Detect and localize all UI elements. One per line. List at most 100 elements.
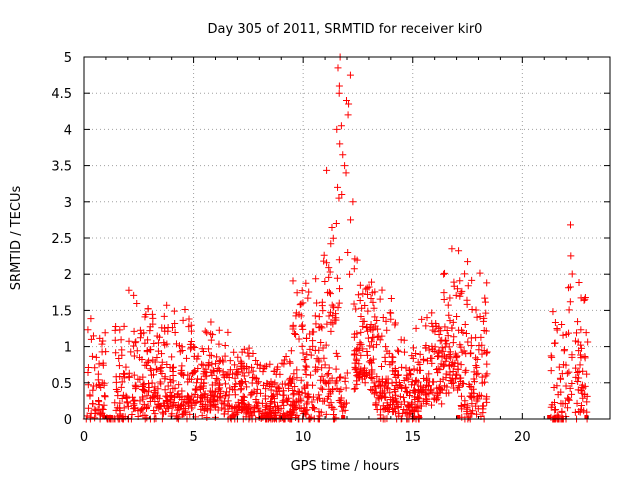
data-point	[465, 380, 473, 388]
data-point	[315, 313, 323, 321]
data-point	[464, 258, 472, 266]
data-point	[548, 401, 556, 409]
data-point	[284, 414, 292, 422]
data-point	[558, 320, 566, 328]
data-point	[464, 282, 472, 290]
data-point	[369, 298, 377, 306]
data-point	[391, 321, 399, 329]
data-point	[116, 326, 124, 334]
data-point	[237, 396, 245, 404]
data-point	[403, 371, 411, 379]
data-point	[120, 322, 128, 330]
data-point	[243, 383, 251, 391]
data-point	[320, 257, 328, 265]
data-point	[232, 380, 240, 388]
data-point	[213, 397, 221, 405]
data-point	[378, 378, 386, 386]
data-point	[133, 299, 141, 307]
data-point	[335, 256, 343, 264]
data-point	[373, 341, 381, 349]
data-point	[334, 304, 342, 312]
data-point	[562, 382, 570, 390]
data-point	[190, 352, 198, 360]
data-point	[95, 398, 103, 406]
data-point	[256, 407, 264, 415]
data-point	[469, 385, 477, 393]
data-point	[281, 380, 289, 388]
data-point	[83, 412, 91, 420]
data-point	[191, 399, 199, 407]
data-point	[101, 393, 109, 401]
data-point	[266, 405, 274, 413]
data-point	[357, 328, 365, 336]
data-point	[161, 324, 169, 332]
zero-marker	[342, 415, 346, 419]
data-point	[436, 385, 444, 393]
data-point	[160, 312, 168, 320]
data-point	[327, 399, 335, 407]
data-point	[150, 339, 158, 347]
data-point	[364, 334, 372, 342]
data-point	[328, 403, 336, 411]
data-point	[455, 247, 463, 255]
data-point	[207, 396, 215, 404]
data-point	[289, 277, 297, 285]
data-point	[125, 337, 133, 345]
data-point	[290, 389, 298, 397]
data-point	[96, 409, 104, 417]
data-point	[568, 351, 576, 359]
zero-marker	[102, 415, 106, 419]
data-point	[259, 381, 267, 389]
data-point	[170, 307, 178, 315]
data-point	[364, 307, 372, 315]
data-point	[212, 375, 220, 383]
data-point	[130, 400, 138, 408]
data-point	[302, 362, 310, 370]
data-point	[275, 384, 283, 392]
data-point	[357, 351, 365, 359]
data-point	[371, 382, 379, 390]
data-point	[170, 399, 178, 407]
data-point	[437, 327, 445, 335]
data-point	[449, 379, 457, 387]
data-point	[271, 398, 279, 406]
data-point	[412, 324, 420, 332]
data-point	[306, 330, 314, 338]
data-point	[321, 361, 329, 369]
data-point	[370, 304, 378, 312]
data-point	[582, 329, 590, 337]
data-point	[555, 363, 563, 371]
data-point	[190, 368, 198, 376]
data-point	[439, 347, 447, 355]
data-point	[162, 392, 170, 400]
data-point	[221, 342, 229, 350]
data-point	[353, 256, 361, 264]
data-point	[347, 216, 355, 224]
data-point	[252, 357, 260, 365]
data-point	[320, 354, 328, 362]
data-point	[161, 373, 169, 381]
data-point	[148, 371, 156, 379]
data-point	[140, 400, 148, 408]
data-point	[175, 342, 183, 350]
data-point	[163, 361, 171, 369]
data-point	[456, 292, 464, 300]
data-point	[232, 369, 240, 377]
data-point	[92, 407, 100, 415]
data-point	[317, 323, 325, 331]
data-point	[441, 323, 449, 331]
data-point	[411, 377, 419, 385]
data-point	[452, 375, 460, 383]
data-point	[444, 301, 452, 309]
data-point	[87, 315, 95, 323]
data-point	[314, 396, 322, 404]
data-point	[207, 336, 215, 344]
data-point	[425, 390, 433, 398]
data-point	[309, 393, 317, 401]
data-point	[376, 295, 384, 303]
data-point	[332, 316, 340, 324]
data-point	[136, 407, 144, 415]
data-point	[112, 323, 120, 330]
data-point	[372, 400, 380, 408]
data-point	[407, 371, 415, 379]
